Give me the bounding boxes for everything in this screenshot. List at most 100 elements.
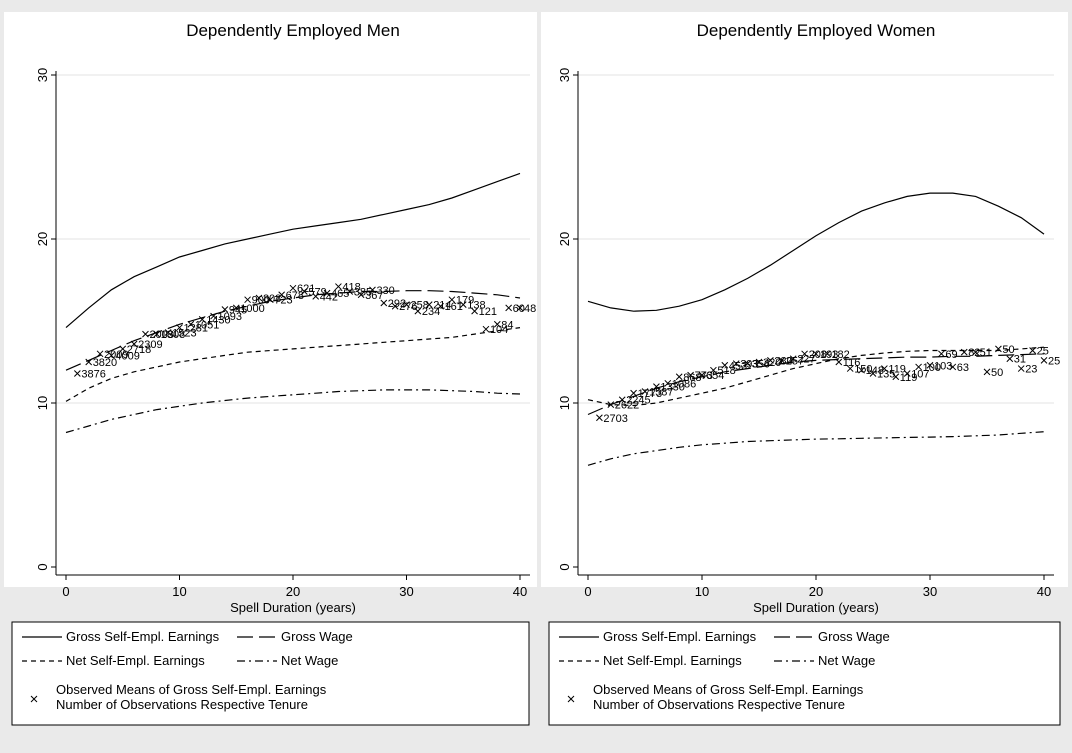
observed-point: [653, 383, 660, 390]
observation-count-label: 330: [376, 285, 394, 297]
observed-point: [232, 304, 240, 312]
observation-count-label: 393: [740, 359, 758, 371]
observed-point: [403, 301, 410, 308]
observed-point: [278, 291, 286, 299]
observed-point: [846, 365, 854, 372]
observed-point: [972, 348, 979, 356]
observation-count-label: 182: [831, 349, 849, 361]
observation-count-label: 25: [1037, 346, 1049, 358]
x-tick-label: 20: [809, 584, 823, 599]
observation-count-label: 69: [945, 349, 957, 361]
legend-label: Net Self-Empl. Earnings: [603, 653, 742, 668]
observation-count-label: 356: [752, 359, 770, 371]
legend-label: Gross Self-Empl. Earnings: [66, 629, 220, 644]
observation-count-label: 2309: [138, 339, 162, 351]
y-tick-label: 30: [35, 68, 50, 82]
observation-count-label: 276: [399, 301, 417, 313]
observation-count-label: 280: [774, 355, 792, 367]
observed-point: [335, 283, 342, 290]
observed-point: [448, 296, 456, 304]
observation-count-label: 320: [763, 357, 781, 369]
observed-point: [255, 294, 263, 302]
observation-count-label: 1093: [218, 311, 242, 323]
y-tick-label: 20: [35, 232, 50, 246]
observed-point: [1029, 347, 1036, 354]
observed-point: [721, 361, 729, 369]
observed-point: [903, 370, 911, 377]
observed-point: [108, 352, 115, 359]
observation-count-label: 678: [286, 290, 304, 302]
observed-point: [995, 345, 1002, 353]
observation-count-label: 50: [991, 367, 1003, 379]
legend-marker-label: Observed Means of Gross Self-Empl. Earni…: [593, 682, 864, 697]
observation-count-label: 579: [308, 286, 326, 298]
observed-point: [96, 350, 104, 358]
observation-count-label: 31: [1014, 354, 1026, 366]
observed-point: [664, 379, 672, 387]
y-tick-label: 20: [557, 232, 572, 246]
observation-count-label: 418: [342, 282, 360, 294]
observed-point: [482, 325, 490, 333]
y-tick-label: 30: [557, 68, 572, 82]
observed-point: [789, 355, 797, 363]
observation-count-label: 25: [1048, 355, 1060, 367]
observation-count-label: 2009: [104, 349, 128, 361]
observation-count-label: 121: [479, 306, 497, 318]
observation-count-label: 84: [501, 319, 513, 331]
observed-point: [391, 302, 399, 310]
observed-point: [881, 365, 888, 372]
observed-point: [198, 316, 206, 323]
x-tick-label: 30: [923, 584, 937, 599]
observed-point: [1017, 365, 1025, 372]
observation-count-label: 179: [456, 295, 474, 307]
observation-count-label: 1773: [638, 388, 662, 400]
observed-point: [357, 291, 365, 299]
chart-title: Dependently Employed Women: [697, 21, 936, 40]
observation-count-label: 465: [331, 288, 349, 300]
observed-point: [744, 360, 751, 367]
observation-count-label: 1086: [672, 378, 696, 390]
observed-point: [130, 340, 138, 348]
y-tick-label: 10: [557, 396, 572, 410]
observation-count-label: 3820: [93, 357, 117, 369]
legend-label: Gross Wage: [818, 629, 890, 644]
observed-point: [437, 302, 444, 310]
observation-count-label: 945: [229, 305, 247, 317]
observed-point: [1040, 357, 1048, 364]
chart-panel-1: 0 10 20 30 0 10 20 30 40 Dependently Employed Men…: [4, 12, 537, 726]
x-axis-label: Spell Duration (years): [230, 600, 356, 615]
observation-count-label: 23: [1025, 364, 1037, 376]
observed-point: [630, 389, 637, 397]
observation-count-label: 1587: [649, 387, 673, 399]
observation-count-label: 2622: [615, 400, 639, 412]
legend-box: [11, 621, 530, 726]
y-tick-label: 10: [35, 396, 50, 410]
series-line: [65, 389, 521, 434]
observed-point: [926, 361, 934, 369]
observation-count-label: 63: [957, 362, 969, 374]
observed-point: [835, 358, 843, 366]
legend-box: [548, 621, 1061, 726]
observation-count-label: 2703: [603, 413, 627, 425]
observed-point: [85, 358, 93, 366]
legend-label: Gross Wage: [281, 629, 353, 644]
x-tick-label: 0: [584, 584, 591, 599]
observation-count-label: 119: [888, 364, 906, 376]
observed-point: [801, 350, 808, 358]
observed-point: [471, 307, 478, 315]
observed-point: [516, 304, 524, 312]
observed-point: [153, 330, 161, 338]
legend-marker: [30, 695, 38, 703]
x-tick-label: 40: [1037, 584, 1051, 599]
observed-point: [187, 320, 195, 328]
x-axis-label: Spell Duration (years): [753, 600, 879, 615]
observed-point: [369, 286, 376, 294]
observed-point: [778, 357, 786, 364]
series-line: [587, 192, 1045, 312]
observed-point: [698, 371, 706, 379]
observation-count-label: 161: [445, 301, 463, 313]
observation-count-label: 234: [422, 306, 440, 318]
series-line: [587, 353, 1045, 416]
observation-count-label: 2245: [626, 395, 650, 407]
observed-point: [755, 358, 763, 366]
